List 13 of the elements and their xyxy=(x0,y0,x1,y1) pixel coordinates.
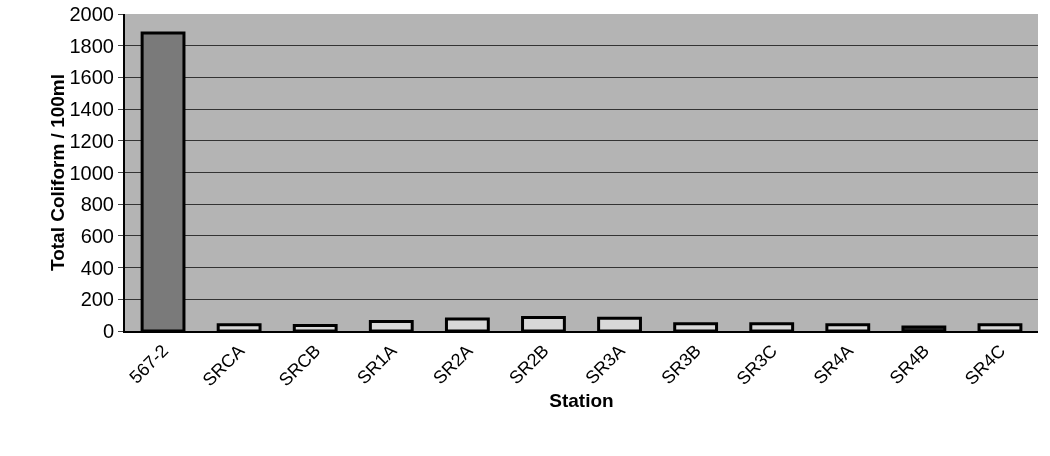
y-tick-label: 1200 xyxy=(69,129,114,152)
y-tick-label: 1400 xyxy=(69,98,114,121)
y-tick-label: 0 xyxy=(102,320,114,342)
y-tick-label: 200 xyxy=(80,288,114,311)
y-tick-label: 2000 xyxy=(69,3,114,25)
y-tick-label: 400 xyxy=(80,256,114,279)
y-tick-label: 1600 xyxy=(69,66,114,89)
y-tick-label: 1000 xyxy=(69,161,114,184)
y-tick-label: 600 xyxy=(80,224,114,247)
x-axis-title: Station xyxy=(549,390,614,412)
y-tick-label: 800 xyxy=(80,193,114,216)
y-tick-label: 1800 xyxy=(69,34,114,57)
y-axis-title: Total Coliform / 100ml xyxy=(46,73,68,272)
